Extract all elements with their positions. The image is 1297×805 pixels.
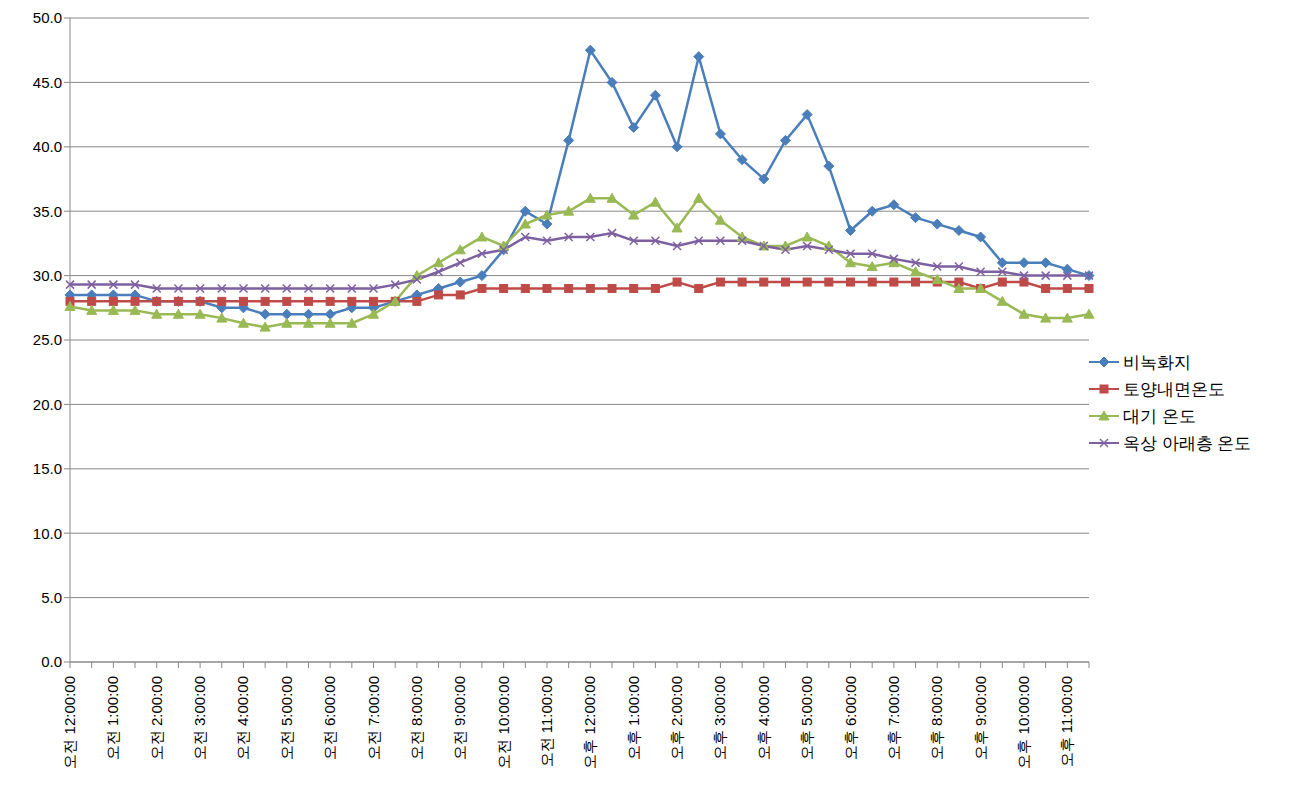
svg-text:오후 12:00:00: 오후 12:00:00 — [581, 676, 598, 769]
svg-text:오후 6:00:00: 오후 6:00:00 — [842, 676, 859, 760]
svg-text:오후 7:00:00: 오후 7:00:00 — [885, 676, 902, 760]
svg-text:오전 11:00:00: 오전 11:00:00 — [538, 676, 555, 767]
svg-text:30.0: 30.0 — [33, 267, 62, 284]
svg-text:오전 6:00:00: 오전 6:00:00 — [321, 676, 338, 760]
svg-text:10.0: 10.0 — [33, 525, 62, 542]
svg-text:오후 10:00:00: 오후 10:00:00 — [1015, 676, 1032, 769]
svg-text:45.0: 45.0 — [33, 74, 62, 91]
svg-text:35.0: 35.0 — [33, 203, 62, 220]
svg-text:40.0: 40.0 — [33, 138, 62, 155]
svg-text:15.0: 15.0 — [33, 460, 62, 477]
svg-text:오전 8:00:00: 오전 8:00:00 — [408, 676, 425, 760]
svg-text:오전 1:00:00: 오전 1:00:00 — [104, 676, 121, 760]
html-text:비녹화지: 비녹화지 — [1123, 352, 1191, 372]
html-text:옥상 아래층 온도: 옥상 아래층 온도 — [1123, 433, 1252, 453]
svg-text:오전 7:00:00: 오전 7:00:00 — [365, 676, 382, 760]
svg-text:오후 4:00:00: 오후 4:00:00 — [755, 676, 772, 760]
svg-text:오전 2:00:00: 오전 2:00:00 — [148, 676, 165, 760]
svg-text:0.0: 0.0 — [41, 653, 62, 670]
svg-text:오후 9:00:00: 오후 9:00:00 — [972, 676, 989, 760]
svg-text:오전 10:00:00: 오전 10:00:00 — [495, 676, 512, 769]
svg-text:오후 3:00:00: 오후 3:00:00 — [711, 676, 728, 760]
svg-text:오후 1:00:00: 오후 1:00:00 — [625, 676, 642, 760]
svg-text:오전 9:00:00: 오전 9:00:00 — [451, 676, 468, 760]
svg-text:오전 4:00:00: 오전 4:00:00 — [234, 676, 251, 760]
svg-text:오전 3:00:00: 오전 3:00:00 — [191, 676, 208, 760]
svg-text:오전 12:00:00: 오전 12:00:00 — [61, 676, 78, 769]
svg-text:20.0: 20.0 — [33, 396, 62, 413]
svg-text:오전 5:00:00: 오전 5:00:00 — [278, 676, 295, 760]
svg-text:5.0: 5.0 — [41, 589, 62, 606]
html-text:토양내면온도: 토양내면온도 — [1123, 379, 1225, 399]
svg-text:오후 11:00:00: 오후 11:00:00 — [1058, 676, 1075, 767]
html-text:대기 온도: 대기 온도 — [1123, 406, 1196, 426]
svg-text:오후 5:00:00: 오후 5:00:00 — [798, 676, 815, 760]
svg-text:오후 8:00:00: 오후 8:00:00 — [928, 676, 945, 760]
svg-text:25.0: 25.0 — [33, 331, 62, 348]
svg-text:오후 2:00:00: 오후 2:00:00 — [668, 676, 685, 760]
svg-text:50.0: 50.0 — [33, 9, 62, 26]
